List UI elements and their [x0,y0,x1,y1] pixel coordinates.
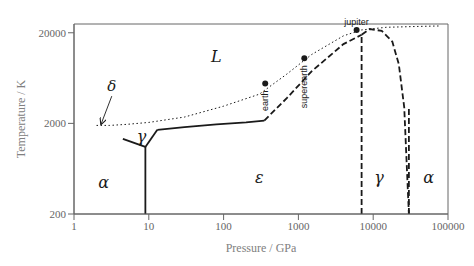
svg-text:100: 100 [215,220,232,232]
svg-text:200: 200 [50,208,67,220]
svg-text:1: 1 [71,220,77,232]
svg-text:L: L [210,47,222,66]
svg-text:γ: γ [374,168,384,187]
svg-text:ε: ε [255,168,264,187]
svg-text:10: 10 [143,220,155,232]
svg-text:earth: earth [260,91,270,112]
svg-text:20000: 20000 [39,27,67,39]
svg-text:Temperature / K: Temperature / K [14,79,28,158]
svg-text:superearth: superearth [299,65,309,108]
svg-text:10000: 10000 [359,220,387,232]
svg-text:2000: 2000 [44,117,67,129]
svg-text:α: α [423,168,434,187]
svg-text:γ: γ [137,127,147,146]
svg-text:1000: 1000 [287,220,310,232]
svg-text:jupiter: jupiter [343,17,369,27]
svg-text:α: α [98,173,109,192]
svg-text:δ: δ [107,77,116,95]
svg-text:Pressure / GPa: Pressure / GPa [226,241,297,255]
svg-text:100000: 100000 [432,220,466,232]
